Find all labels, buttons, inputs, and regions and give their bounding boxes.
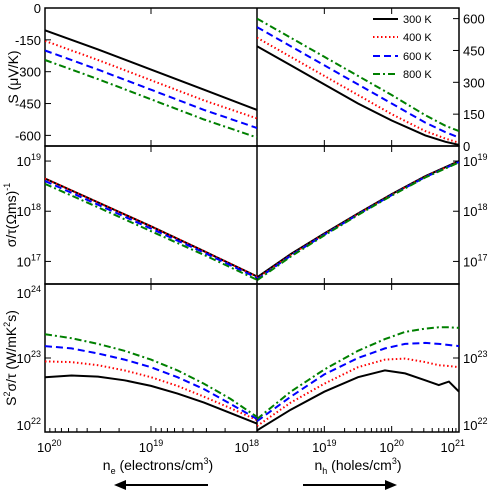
power-factor-right-ytick-label-1: 1022 — [463, 416, 487, 433]
power_factor-right-series-600k — [257, 341, 459, 423]
seebeck-left-ytick-label-3: -450 — [15, 97, 41, 112]
x-axis-title-left-sub: e — [111, 466, 116, 476]
x-right-tick-label-3: 1021 — [441, 438, 465, 455]
conductivity-right-ytick-label-2: 1017 — [463, 252, 487, 269]
y-axis-title-seebeck: S (μV/K) — [5, 50, 21, 103]
x-left-tick-label-0: 1020 — [37, 438, 61, 455]
seebeck-right-series-600k — [257, 26, 459, 139]
x-left-tick-label-2: 1018 — [235, 438, 259, 455]
x-axis-title-left-n: n — [103, 457, 111, 473]
conductivity-right-ytick-label-0: 1019 — [463, 152, 487, 169]
seebeck-right-ytick-label-0: 0 — [463, 139, 470, 154]
panel-frame-2 — [44, 283, 460, 433]
conductivity-left-series-300k — [45, 177, 257, 278]
conductivity-left-ytick-label-1: 1018 — [17, 202, 41, 219]
y-axis-title-pf-rest: σ/τ (W/mK — [3, 326, 19, 391]
y-axis-title-conductivity: σ/τ(Ωms)-1 — [2, 183, 19, 248]
y-axis-title-conductivity-sup: -1 — [2, 183, 12, 191]
seebeck-right-ytick-label-2: 300 — [463, 75, 485, 90]
seebeck-right-ytick-label-4: 600 — [463, 12, 485, 27]
legend-label-300k: 300 K — [403, 14, 432, 26]
conductivity-right-series-600k — [257, 160, 459, 281]
x-axis-title-right-rest: (holes/cm — [327, 457, 392, 473]
power-factor-left-ytick-label-0: 1024 — [17, 284, 41, 301]
conductivity-left-series-400k — [45, 177, 257, 278]
y-axis-title-pf-sup2: 2 — [2, 322, 12, 327]
power_factor-left-series-600k — [45, 345, 257, 420]
x-axis-title-right-sup: 3 — [392, 456, 397, 466]
panel-frames — [44, 7, 460, 433]
seebeck-left-ytick-label-4: -600 — [15, 128, 41, 143]
x-axis-title-left: ne (electrons/cm3) — [103, 456, 213, 476]
seebeck-left-series-300k — [45, 29, 257, 111]
seebeck-right-series-400k — [257, 36, 459, 144]
seebeck-right-series-800k — [257, 17, 459, 133]
legend-entry-300k: 300 K — [373, 14, 432, 26]
right-direction-arrow — [303, 480, 397, 490]
y-axis-title-pf-end: s) — [3, 310, 19, 322]
x-right-tick-label-1: 1019 — [312, 438, 336, 455]
conductivity-left-ytick-label-2: 1017 — [17, 252, 41, 269]
left-direction-arrow — [114, 480, 208, 490]
x-axis-title-right-sub: h — [322, 466, 327, 476]
y-axis-title-pf-s: S — [3, 397, 19, 406]
x-axis-title-right: nh (holes/cm3) — [314, 456, 401, 476]
panel-frame-1 — [44, 145, 460, 285]
seebeck-left-ytick-label-0: 0 — [34, 1, 41, 16]
power-factor-left-ytick-label-2: 1022 — [17, 416, 41, 433]
conductivity-left-ytick-label-0: 1019 — [17, 152, 41, 169]
x-axis-title-right-n: n — [314, 457, 322, 473]
legend-entry-600k: 600 K — [373, 51, 432, 63]
power_factor-right-series-300k — [257, 369, 459, 432]
x-axis-title-left-rest: (electrons/cm — [116, 457, 204, 473]
legend-entry-400k: 400 K — [373, 32, 432, 44]
y-axis-title-conductivity-main: σ/τ(Ωms) — [3, 191, 19, 248]
seebeck-right-series-300k — [257, 45, 459, 146]
power-factor-right-ytick-label-0: 1023 — [463, 349, 487, 366]
legend-label-400k: 400 K — [403, 32, 432, 44]
seebeck-left-ytick-label-1: -150 — [15, 33, 41, 48]
x-axis-title-left-sup: 3 — [204, 456, 209, 466]
x-left-tick-label-1: 1019 — [139, 438, 163, 455]
conductivity-left-series-600k — [45, 180, 257, 279]
seebeck-left-ytick-label-2: -300 — [15, 65, 41, 80]
power_factor-left-series-300k — [45, 374, 257, 425]
conductivity-right-series-800k — [257, 161, 459, 282]
power_factor-right-series-400k — [257, 357, 459, 427]
legend-label-600k: 600 K — [403, 51, 432, 63]
seebeck-right-ytick-label-1: 150 — [463, 107, 485, 122]
tick-layer: 0 -150 -300 -450 -600 0 150 300 450 600 1019 1018 10… — [15, 1, 488, 455]
power_factor-right-series-800k — [257, 326, 459, 420]
conductivity-left-series-800k — [45, 182, 257, 281]
power-factor-left-ytick-label-1: 1023 — [17, 349, 41, 366]
legend: 300 K 400 K 600 K 800 K — [373, 14, 432, 81]
y-axis-title-pf-sup1: 2 — [2, 392, 12, 397]
y-axis-title-power-factor: S2σ/τ (W/mK2s) — [2, 310, 19, 406]
seebeck-left-series-600k — [45, 49, 257, 129]
power_factor-left-series-800k — [45, 333, 257, 418]
x-axis-title-left-end: ) — [209, 457, 214, 473]
legend-entry-800k: 800 K — [373, 69, 432, 81]
seebeck-right-ytick-label-3: 450 — [463, 43, 485, 58]
conductivity-right-ytick-label-1: 1018 — [463, 202, 487, 219]
x-right-tick-label-2: 1020 — [379, 438, 403, 455]
conductivity-right-series-400k — [257, 160, 459, 280]
x-axis-title-right-end: ) — [397, 457, 402, 473]
seebeck-left-series-400k — [45, 39, 257, 120]
series-layer — [45, 17, 459, 432]
legend-label-800k: 800 K — [403, 69, 432, 81]
